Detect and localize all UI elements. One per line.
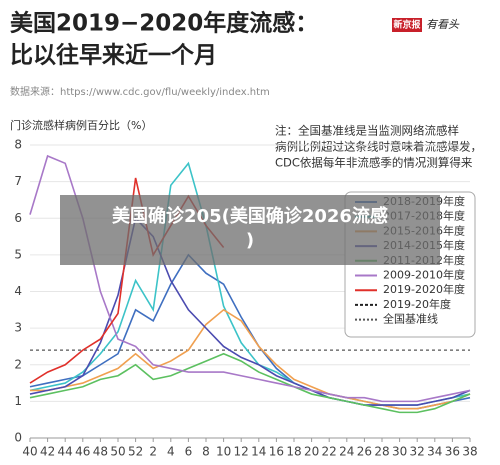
- y-tick-label: 2: [14, 357, 22, 371]
- x-tick-label: 36: [445, 445, 460, 459]
- legend-label: 2009-2010年度: [383, 268, 465, 282]
- x-tick-label: 4: [167, 445, 175, 459]
- x-tick-label: 24: [339, 445, 354, 459]
- banner: 美国确诊205(美国确诊2026流感 ): [60, 195, 440, 265]
- y-tick-label: 0: [14, 431, 22, 445]
- y-tick-label: 1: [14, 394, 22, 408]
- x-tick-label: 34: [427, 445, 442, 459]
- logo: 有看头: [426, 18, 460, 31]
- series-line: [29, 154, 471, 403]
- y-tick-label: 6: [14, 211, 22, 225]
- note: CDC依据每年非流感季的情况测算得来: [275, 156, 473, 170]
- x-tick-label: 28: [374, 445, 389, 459]
- x-tick-label: 16: [269, 445, 284, 459]
- x-tick-label: 6: [185, 445, 193, 459]
- legend-label: 2019-2020年度: [383, 282, 465, 296]
- x-tick-label: 2: [149, 445, 157, 459]
- x-tick-label: 50: [110, 445, 125, 459]
- logo-box: [392, 18, 422, 32]
- x-tick-label: 20: [304, 445, 319, 459]
- title: 美国2019−2020年度流感：: [10, 10, 318, 37]
- x-tick-label: 10: [216, 445, 231, 459]
- x-tick-label: 52: [128, 445, 143, 459]
- y-tick-label: 5: [14, 247, 22, 261]
- note: 注：全国基准线是当监测网络流感样: [275, 124, 459, 138]
- x-tick-label: 46: [75, 445, 90, 459]
- x-tick-label: 12: [234, 445, 249, 459]
- x-tick-label: 48: [93, 445, 108, 459]
- x-tick-label: 42: [40, 445, 55, 459]
- legend-label: 2019-20年度: [383, 297, 451, 311]
- y-tick-label: 8: [14, 138, 22, 152]
- x-tick-label: 26: [357, 445, 372, 459]
- logo: 新京报: [393, 19, 420, 31]
- series-line: [30, 308, 471, 410]
- x-tick-label: 8: [202, 445, 210, 459]
- y-tick-label: 7: [14, 174, 22, 188]
- y-tick-label: 4: [14, 284, 22, 298]
- x-tick-label: 40: [22, 445, 37, 459]
- x-tick-label: 32: [410, 445, 425, 459]
- banner-text: ): [245, 230, 255, 251]
- x-tick-label: 30: [392, 445, 407, 459]
- y-axis-label: 门诊流感样病例百分比（%）: [10, 118, 152, 132]
- x-tick-label: 22: [322, 445, 337, 459]
- y-tick-label: 3: [14, 321, 22, 335]
- title: 比以往早来近一个月: [10, 42, 217, 69]
- series-line: [29, 352, 471, 414]
- x-tick-label: 44: [58, 445, 73, 459]
- note: 病例比例超过这条线时意味着流感爆发，: [275, 140, 482, 154]
- x-tick-label: 18: [286, 445, 301, 459]
- source: 数据来源：https://www.cdc.gov/flu/weekly/inde…: [10, 85, 270, 98]
- legend-label: 全国基准线: [383, 312, 438, 326]
- x-tick-label: 14: [251, 445, 266, 459]
- banner-text: 美国确诊205(美国确诊2026流感: [112, 206, 388, 227]
- x-tick-label: 38: [462, 445, 477, 459]
